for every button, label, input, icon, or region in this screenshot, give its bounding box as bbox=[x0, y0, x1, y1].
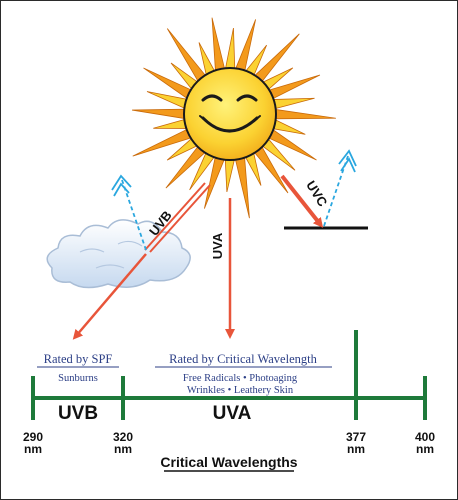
sun-icon bbox=[132, 17, 336, 219]
tick-label-377-unit: nm bbox=[347, 442, 365, 456]
tick-label-320-unit: nm bbox=[114, 442, 132, 456]
sun-ray bbox=[234, 155, 250, 219]
cw-rating-line2: Wrinkles • Leathery Skin bbox=[187, 385, 294, 396]
tick-label-290-value: 290 bbox=[23, 430, 43, 444]
uva-ray-label: UVA bbox=[210, 232, 225, 259]
spf-rating-title: Rated by SPF bbox=[44, 352, 113, 366]
tick-label-400-unit: nm bbox=[416, 442, 434, 456]
spf-rating-subtitle: Sunburns bbox=[58, 373, 98, 384]
sun-ray bbox=[224, 27, 236, 71]
tick-label-320-value: 320 bbox=[113, 430, 133, 444]
sun-ray bbox=[211, 17, 226, 73]
sun-ray bbox=[143, 67, 194, 100]
cw-rating-title: Rated by Critical Wavelength bbox=[169, 352, 317, 366]
sun-ray bbox=[224, 157, 236, 193]
cloud-icon bbox=[46, 219, 191, 289]
sun-ray bbox=[273, 108, 336, 120]
uvb-reflection-arrow bbox=[111, 174, 147, 251]
sun-ray bbox=[271, 97, 315, 110]
tick-label-377-value: 377 bbox=[346, 430, 366, 444]
sun-ray bbox=[153, 118, 189, 129]
uvc-reflection-arrow bbox=[323, 149, 357, 227]
sun-smile bbox=[201, 116, 259, 133]
cw-rating-line1: Free Radicals • Photoaging bbox=[183, 373, 298, 384]
sun-left-eye bbox=[201, 94, 223, 102]
tick-label-290-unit: nm bbox=[24, 442, 42, 456]
wavelength-scale bbox=[31, 330, 427, 420]
uvb-band-label: UVB bbox=[58, 403, 98, 424]
uvc-ray bbox=[280, 174, 324, 228]
diagram-caption: Critical Wavelengths bbox=[160, 454, 297, 470]
uva-band-label: UVA bbox=[213, 403, 252, 424]
tick-label-400-value: 400 bbox=[415, 430, 435, 444]
sun-right-eye bbox=[236, 94, 258, 102]
uvb-ray bbox=[72, 182, 211, 340]
sun-ray bbox=[132, 108, 187, 120]
